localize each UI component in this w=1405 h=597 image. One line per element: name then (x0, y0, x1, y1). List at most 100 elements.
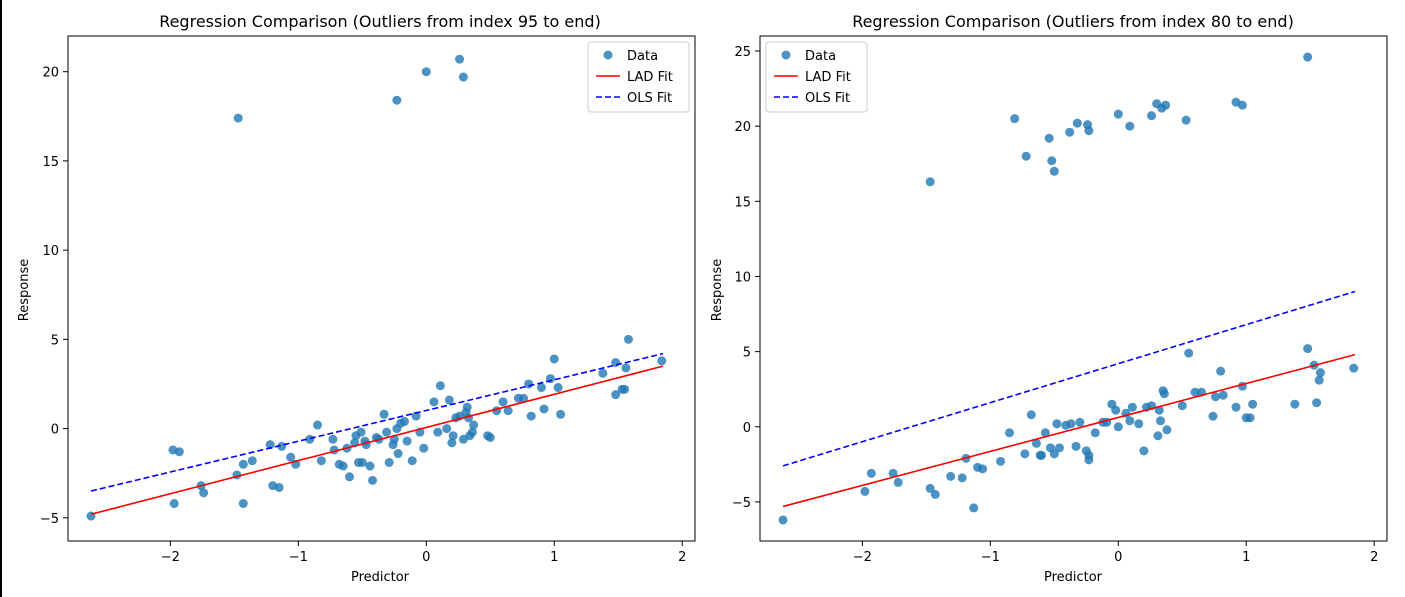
chart2-legend-data-marker (781, 50, 791, 60)
chart1-data-point (199, 488, 209, 498)
chart2-data-point (1315, 368, 1325, 378)
chart2-data-point (978, 464, 988, 474)
chart2-data-point (1049, 449, 1059, 459)
chart2-data-point (1125, 416, 1135, 426)
chart1-data-point (611, 390, 621, 400)
chart1-data-point (519, 393, 529, 403)
chart1-data-point (433, 427, 443, 437)
chart2-data-point (1208, 411, 1218, 421)
chart2-xtick-label: 1 (1242, 550, 1250, 565)
chart2-ytick-label: −5 (732, 496, 751, 511)
chart1-data-point (448, 431, 458, 441)
chart2-xtick-label: 0 (1114, 550, 1122, 565)
chart2-data-point (1161, 100, 1171, 110)
chart1-data-point (620, 384, 630, 394)
chart2-data-point (1021, 151, 1031, 161)
chart1-data-point (467, 427, 477, 437)
chart2-data-point (1349, 363, 1359, 373)
chart2-data-point (888, 468, 898, 478)
chart1-data-point (444, 395, 454, 405)
chart1-data-point (536, 383, 546, 393)
chart2-data-point (1084, 126, 1094, 136)
chart2-data-point (1290, 399, 1300, 409)
chart1-legend-lad-label: LAD Fit (627, 70, 673, 85)
chart1-data-point (556, 409, 566, 419)
chart1-legend-box (587, 41, 690, 113)
window-edge (0, 0, 2, 597)
chart2-legend: Data LAD Fit OLS Fit (765, 41, 868, 113)
chart1-data-point (657, 356, 667, 366)
chart2-data-point (1127, 402, 1137, 412)
chart1-data-point (169, 499, 179, 509)
chart2-data-point (1010, 114, 1020, 124)
chart2-data-point (1071, 441, 1081, 451)
chart2-data-point (1075, 417, 1085, 427)
chart1-plot: −2 −1 0 1 2 −5 0 5 10 15 20 Data LAD Fit OLS Fit (40, 35, 696, 565)
chart2-ytick-label: 0 (743, 421, 751, 436)
chart1-data-point (238, 459, 248, 469)
chart2-xtick-label: 2 (1370, 550, 1378, 565)
chart1-xtick-label: 2 (678, 550, 686, 565)
chart1-data-point (338, 461, 348, 471)
chart2-title: Regression Comparison (Outliers from ind… (852, 12, 1294, 31)
chart1-legend-data-label: Data (627, 49, 658, 64)
chart1-xtick-label: −1 (289, 550, 308, 565)
chart2-data-point (1113, 109, 1123, 119)
chart2-data-point (1040, 428, 1050, 438)
chart1-data-point (435, 381, 445, 391)
chart1-data-point (238, 499, 248, 509)
chart1-xtick-label: −2 (161, 550, 180, 565)
chart1-data-point (365, 461, 375, 471)
chart1-ylabel: Response (17, 259, 32, 321)
chart2-data-point (1231, 402, 1241, 412)
chart2-data-point (1303, 344, 1313, 354)
chart1-data-point (407, 456, 417, 466)
chart1-data-point (553, 383, 563, 393)
chart1-axes-frame (67, 35, 696, 542)
chart2-data-point (1181, 115, 1191, 125)
chart2-ytick-label: 15 (734, 195, 751, 210)
chart1-data-point (174, 447, 184, 457)
chart1-lad-fit-line (90, 365, 664, 516)
chart1-data-point (233, 113, 243, 123)
chart1-data-point (421, 67, 431, 77)
chart2-data-point (1072, 118, 1082, 128)
chart2-ylabel: Response (710, 259, 725, 321)
chart1-legend-data-marker (603, 50, 613, 60)
chart1-data-point (265, 440, 275, 450)
chart2-ytick-label: 10 (734, 270, 751, 285)
chart2-data-point (1111, 405, 1121, 415)
chart1-title: Regression Comparison (Outliers from ind… (159, 12, 601, 31)
chart2-plot: −2 −1 0 1 2 −5 0 5 10 15 20 25 Data LAD Fit OLS Fit (732, 35, 1388, 565)
chart2-data-point (930, 489, 940, 499)
chart2-legend-data-label: Data (805, 49, 836, 64)
chart1-legend: Data LAD Fit OLS Fit (587, 41, 690, 113)
chart2-ytick-label: 5 (743, 346, 751, 361)
chart2-data-point (1037, 450, 1047, 460)
chart1-xtick-label: 1 (550, 550, 558, 565)
chart2-data-point (1314, 375, 1324, 385)
chart2-data-point (1162, 425, 1172, 435)
chart2-ytick-label: 20 (734, 120, 751, 135)
chart2-data-point (1184, 348, 1194, 358)
chart2-data-point (969, 503, 979, 513)
chart1-data-point (621, 363, 631, 373)
chart1-data-point (286, 452, 296, 462)
chart2-xtick-label: −1 (981, 550, 1000, 565)
chart1-data-point (402, 436, 412, 446)
chart1-data-point (447, 438, 457, 448)
chart2-data-point (1303, 52, 1313, 62)
chart2-data-point (860, 486, 870, 496)
chart2-data-point (1312, 398, 1322, 408)
chart1-data-point (356, 427, 366, 437)
chart2-data-point (1090, 428, 1100, 438)
chart2-data-point (1177, 401, 1187, 411)
chart1-ytick-label: 20 (42, 66, 59, 81)
chart1-data-point (524, 379, 534, 389)
chart1-data-point (384, 457, 394, 467)
chart1-data-point (274, 482, 284, 492)
chart1-ytick-label: −5 (40, 512, 59, 527)
chart2-data-point (1065, 127, 1075, 137)
chart1-data-point (485, 433, 495, 443)
